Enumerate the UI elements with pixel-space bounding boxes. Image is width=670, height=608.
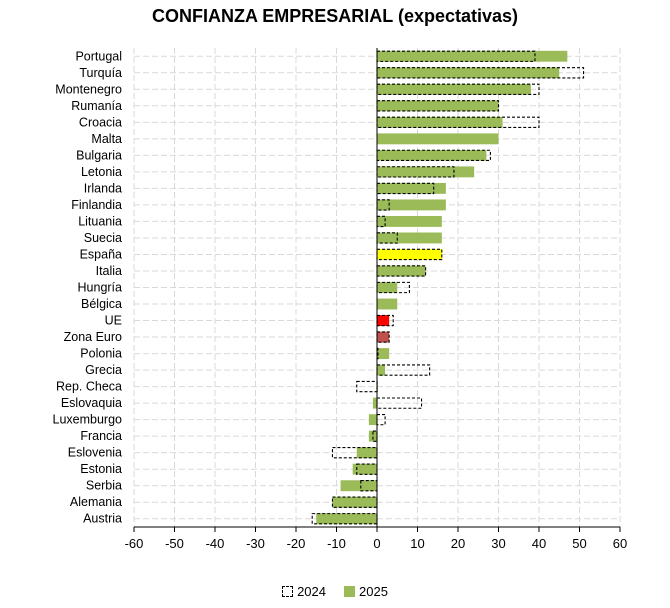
category-label: España bbox=[80, 247, 122, 261]
bar-2025 bbox=[368, 414, 377, 426]
category-label: Eslovaquia bbox=[61, 396, 122, 410]
bar-2024 bbox=[376, 199, 390, 211]
bar-2024 bbox=[376, 100, 500, 112]
legend-item-2024: 2024 bbox=[282, 584, 326, 599]
bar-2025 bbox=[377, 116, 503, 128]
category-label: Letonia bbox=[81, 165, 122, 179]
bar-2024 bbox=[376, 116, 540, 128]
bar-2024 bbox=[376, 83, 540, 95]
bar-2025 bbox=[377, 364, 386, 376]
bar-2025 bbox=[377, 149, 487, 161]
x-tick-label: -40 bbox=[206, 536, 225, 551]
category-label: UE bbox=[105, 314, 122, 328]
category-label: Croacia bbox=[79, 115, 122, 129]
category-label: Bélgica bbox=[81, 297, 122, 311]
category-label: Turquía bbox=[79, 66, 122, 80]
bar-2024 bbox=[376, 166, 455, 178]
bar-2025 bbox=[377, 133, 499, 145]
x-tick-label: 20 bbox=[451, 536, 465, 551]
legend-item-2025: 2025 bbox=[344, 584, 388, 599]
category-label: Austria bbox=[83, 512, 122, 526]
x-tick-label: 50 bbox=[572, 536, 586, 551]
legend-swatch-2024 bbox=[282, 586, 294, 597]
category-label: Zona Euro bbox=[64, 330, 122, 344]
bar-2024 bbox=[376, 397, 423, 409]
category-label: Rumanía bbox=[71, 99, 122, 113]
bar-2025 bbox=[377, 331, 390, 343]
bar-2024 bbox=[331, 496, 378, 508]
category-label: Finlandia bbox=[71, 198, 122, 212]
category-label: Irlanda bbox=[84, 181, 122, 195]
bar-2025 bbox=[340, 480, 377, 492]
bar-2025 bbox=[377, 232, 442, 244]
bar-2025 bbox=[377, 182, 446, 194]
bar-2025 bbox=[377, 249, 442, 260]
legend: 2024 2025 bbox=[0, 584, 670, 599]
series-2025-bars bbox=[316, 50, 568, 525]
bar-2025 bbox=[377, 298, 398, 310]
category-label: Lituania bbox=[78, 214, 122, 228]
bar-2024 bbox=[376, 331, 390, 343]
bar-2025 bbox=[368, 430, 377, 442]
bar-2024 bbox=[331, 447, 378, 459]
axis-layer bbox=[133, 48, 621, 532]
legend-swatch-2025 bbox=[344, 586, 355, 597]
bar-2024 bbox=[376, 182, 435, 195]
bar-2025 bbox=[377, 348, 390, 360]
bar-2025 bbox=[377, 83, 531, 95]
x-tick-label: -50 bbox=[165, 536, 184, 551]
category-label: Alemania bbox=[70, 495, 122, 509]
bar-2025 bbox=[377, 166, 475, 178]
category-label: Portugal bbox=[75, 49, 122, 63]
legend-label-2024: 2024 bbox=[297, 584, 326, 599]
bar-2024 bbox=[376, 248, 443, 261]
category-label: Luxemburgo bbox=[53, 413, 123, 427]
bar-2025 bbox=[377, 265, 426, 277]
category-label: Francia bbox=[80, 429, 122, 443]
x-tick-label: -30 bbox=[246, 536, 265, 551]
category-label: Eslovenia bbox=[68, 446, 122, 460]
category-label: Bulgaria bbox=[76, 148, 122, 162]
category-label: Suecia bbox=[84, 231, 122, 245]
category-labels: Portugal Turquía Montenegro Rumanía Croacia M… bbox=[53, 49, 123, 525]
bar-2025 bbox=[377, 67, 560, 79]
category-label: Italia bbox=[96, 264, 122, 278]
x-tick-label: -20 bbox=[287, 536, 306, 551]
x-tick-label: 0 bbox=[373, 536, 380, 551]
legend-label-2025: 2025 bbox=[359, 584, 388, 599]
x-tick-label: 30 bbox=[491, 536, 505, 551]
chart-title: CONFIANZA EMPRESARIAL (expectativas) bbox=[151, 6, 519, 26]
bar-2025 bbox=[377, 282, 398, 293]
bar-2025 bbox=[316, 513, 377, 525]
category-label: Estonia bbox=[80, 462, 122, 476]
bar-2025 bbox=[377, 215, 442, 227]
category-label: Grecia bbox=[85, 363, 122, 377]
x-tick-label: 10 bbox=[410, 536, 424, 551]
bar-2025 bbox=[352, 463, 377, 475]
bar-2024 bbox=[372, 430, 378, 442]
bar-2025 bbox=[332, 496, 377, 508]
bar-2025 bbox=[377, 100, 499, 112]
category-label: Malta bbox=[91, 132, 122, 146]
bar-2025 bbox=[377, 315, 390, 326]
category-label: Hungría bbox=[78, 281, 123, 295]
bar-2025 bbox=[377, 199, 446, 211]
x-tick-label: 60 bbox=[613, 536, 627, 551]
category-label: Montenegro bbox=[55, 82, 122, 96]
x-tick-label: -60 bbox=[125, 536, 144, 551]
bar-2025 bbox=[372, 397, 377, 409]
x-tick-label: 40 bbox=[532, 536, 546, 551]
bar-2024 bbox=[311, 513, 378, 525]
category-label: Serbia bbox=[86, 479, 122, 493]
bar-2025 bbox=[356, 447, 377, 459]
bar-2025 bbox=[377, 50, 568, 62]
x-tick-labels: -60 -50 -40 -30 -20 -10 0 10 20 30 40 50 60 bbox=[125, 536, 628, 551]
category-label: Rep. Checa bbox=[56, 380, 122, 394]
category-label: Polonia bbox=[80, 347, 122, 361]
bar-2024 bbox=[376, 67, 585, 79]
x-tick-label: -10 bbox=[327, 536, 346, 551]
